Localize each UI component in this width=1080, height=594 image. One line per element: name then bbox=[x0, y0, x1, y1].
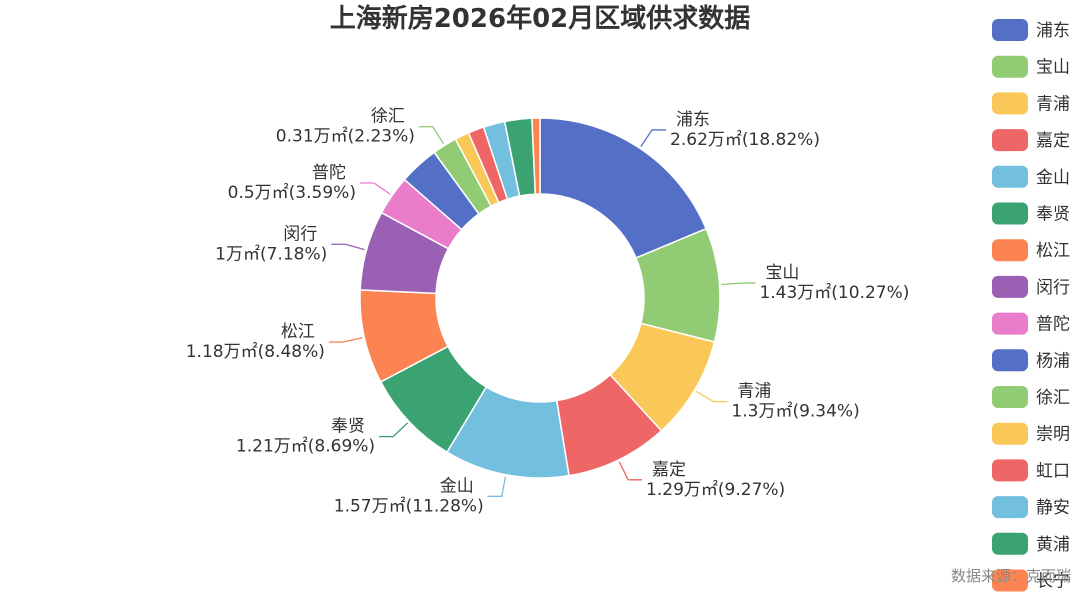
legend-label-9: 杨浦 bbox=[1036, 351, 1070, 371]
legend-swatch-4 bbox=[992, 165, 1028, 188]
legend-label-3: 嘉定 bbox=[1036, 131, 1070, 151]
slice-7-leader bbox=[331, 243, 365, 251]
slice-0-label-value: 2.62万㎡(18.82%) bbox=[670, 130, 820, 150]
legend-label-2: 青浦 bbox=[1036, 94, 1070, 114]
slice-0-label-name: 浦东 bbox=[676, 110, 710, 130]
slice-0-leader bbox=[640, 129, 667, 147]
slice-5-label-value: 1.21万㎡(8.69%) bbox=[236, 437, 375, 457]
legend-swatch-1 bbox=[992, 55, 1028, 78]
legend-label-6: 松江 bbox=[1036, 241, 1070, 261]
slice-6-label-name: 松江 bbox=[281, 322, 315, 342]
slice-15-arc bbox=[531, 117, 541, 195]
legend-swatch-0 bbox=[992, 19, 1028, 41]
slice-7-label-name: 闵行 bbox=[283, 224, 317, 244]
slice-10-leader bbox=[418, 126, 445, 145]
legend-swatch-5 bbox=[992, 202, 1028, 225]
slice-8-label-name: 普陀 bbox=[312, 163, 346, 183]
legend-label-15: 长宁 bbox=[1036, 572, 1070, 592]
slice-8-leader bbox=[359, 182, 391, 195]
legend-label-10: 徐汇 bbox=[1036, 388, 1070, 408]
legend-swatch-9 bbox=[992, 349, 1028, 372]
chart-title: 上海新房2026年02月区域供求数据 bbox=[330, 3, 751, 34]
slice-2-label-value: 1.3万㎡(9.34%) bbox=[731, 402, 859, 422]
legend-swatch-15 bbox=[992, 569, 1028, 592]
slice-1-label-value: 1.43万㎡(10.27%) bbox=[759, 283, 909, 303]
legend-swatch-8 bbox=[992, 312, 1028, 335]
legend-swatch-3 bbox=[992, 129, 1028, 152]
slice-1-label-name: 宝山 bbox=[765, 263, 799, 283]
slice-3-leader bbox=[618, 461, 643, 481]
slice-8-label-value: 0.5万㎡(3.59%) bbox=[228, 183, 356, 203]
legend-label-0: 浦东 bbox=[1036, 21, 1070, 41]
slice-4-label-name: 金山 bbox=[440, 476, 474, 496]
slice-5-leader bbox=[379, 422, 409, 438]
legend-label-1: 宝山 bbox=[1036, 58, 1070, 78]
legend-label-7: 闵行 bbox=[1036, 278, 1070, 298]
legend-swatch-11 bbox=[992, 422, 1028, 445]
slice-5-label-name: 奉贤 bbox=[331, 417, 365, 437]
legend-label-11: 崇明 bbox=[1036, 425, 1070, 445]
slice-labels: 浦东2.62万㎡(18.82%) 宝山1.43万㎡(10.27%) 青浦1.3万㎡(… bbox=[186, 107, 910, 517]
legend-label-4: 金山 bbox=[1036, 168, 1070, 188]
legend-swatch-2 bbox=[992, 92, 1028, 115]
slice-10-label-value: 0.31万㎡(2.23%) bbox=[276, 127, 415, 147]
slice-4-label-value: 1.57万㎡(11.28%) bbox=[334, 496, 484, 516]
slice-6-leader bbox=[328, 337, 363, 343]
legend-label-5: 奉贤 bbox=[1036, 205, 1070, 225]
legend-swatch-14 bbox=[992, 532, 1028, 555]
legend-swatch-13 bbox=[992, 496, 1028, 519]
legend-label-8: 普陀 bbox=[1036, 315, 1070, 335]
legend-label-13: 静安 bbox=[1036, 498, 1070, 518]
slice-10-label-name: 徐汇 bbox=[371, 107, 405, 127]
data-source-note: 数据来源：克而瑞 bbox=[951, 567, 1071, 585]
leader-lines bbox=[328, 126, 756, 497]
slice-7-label-value: 1万㎡(7.18%) bbox=[215, 244, 327, 264]
legend-label-14: 黄浦 bbox=[1036, 535, 1070, 555]
donut-slices bbox=[359, 117, 721, 479]
legend-label-12: 虹口 bbox=[1036, 461, 1070, 481]
slice-3-label-value: 1.29万㎡(9.27%) bbox=[646, 480, 785, 500]
legend-swatch-10 bbox=[992, 386, 1028, 408]
slice-2-leader bbox=[695, 390, 728, 403]
legend-swatch-7 bbox=[992, 275, 1028, 298]
slice-4-leader bbox=[487, 476, 507, 497]
slice-3-label-name: 嘉定 bbox=[652, 460, 686, 480]
slice-6-label-value: 1.18万㎡(8.48%) bbox=[186, 342, 325, 362]
slice-2-label-name: 青浦 bbox=[737, 382, 771, 402]
legend-swatch-6 bbox=[992, 239, 1028, 262]
legend-swatch-12 bbox=[992, 459, 1028, 482]
slice-1-leader bbox=[721, 282, 756, 286]
